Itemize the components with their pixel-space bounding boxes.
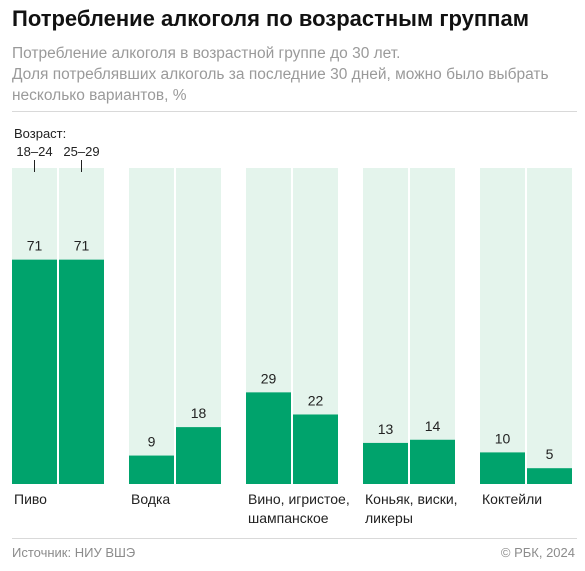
category-label: Вино, игристое, шампанское <box>248 491 350 526</box>
bar <box>410 439 455 484</box>
subtitle-line: Доля потреблявших алкоголь за последние … <box>12 66 549 83</box>
bar <box>480 452 525 484</box>
bar <box>12 259 57 484</box>
data-label: 14 <box>425 418 441 434</box>
legend-label: 18–24 <box>16 144 52 159</box>
legend-title: Возраст: <box>14 126 66 141</box>
chart-title: Потребление алкоголя по возрастным групп… <box>12 6 529 31</box>
data-label: 71 <box>74 238 90 254</box>
bar <box>176 427 221 484</box>
chart-subtitle: Потребление алкоголя в возрастной группе… <box>12 43 577 106</box>
bar <box>129 455 174 484</box>
bar-background <box>363 168 408 484</box>
category-label: Пиво <box>14 491 47 507</box>
subtitle-line: Потребление алкоголя в возрастной группе… <box>12 45 401 62</box>
data-label: 9 <box>148 434 156 450</box>
data-label: 71 <box>27 238 43 254</box>
copyright: © РБК, 2024 <box>500 545 575 560</box>
bar-background <box>527 168 572 484</box>
data-label: 22 <box>308 392 324 408</box>
data-label: 13 <box>378 421 394 437</box>
data-label: 10 <box>495 430 511 446</box>
bar <box>246 392 291 484</box>
bar <box>527 468 572 484</box>
source-note: Источник: НИУ ВШЭ <box>12 545 136 560</box>
bar-background <box>480 168 525 484</box>
data-label: 29 <box>261 370 277 386</box>
bar-background <box>129 168 174 484</box>
bottom-divider <box>12 538 577 539</box>
data-label: 18 <box>191 405 207 421</box>
data-label: 5 <box>546 446 554 462</box>
bar <box>59 259 104 484</box>
subtitle-line: несколько вариантов, % <box>12 87 187 104</box>
category-label: Водка <box>131 491 170 507</box>
bar <box>293 414 338 484</box>
category-label: Коньяк, виски, ликеры <box>365 491 458 526</box>
category-label: Коктейли <box>482 491 542 507</box>
bar <box>363 442 408 484</box>
bar-background <box>410 168 455 484</box>
legend-label: 25–29 <box>63 144 99 159</box>
top-divider <box>12 111 577 112</box>
